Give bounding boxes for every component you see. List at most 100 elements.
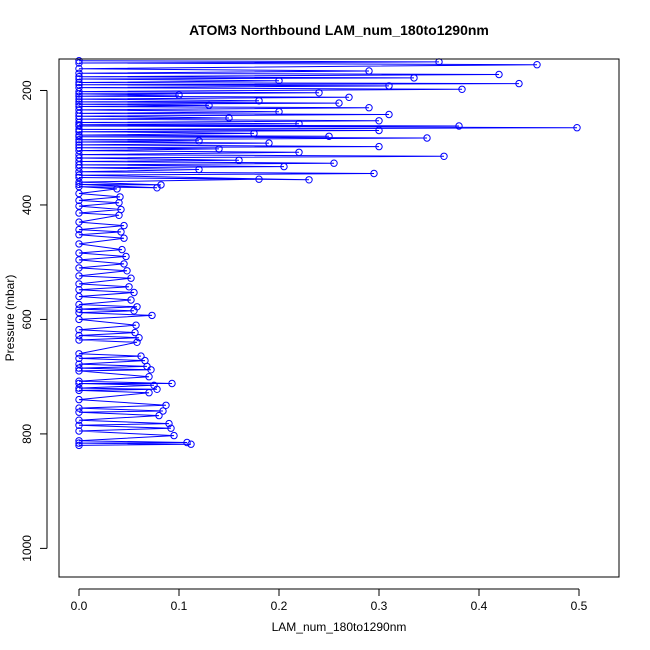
data-point [75,377,83,385]
chart-title: ATOM3 Northbound LAM_num_180to1290nm [189,22,489,38]
data-point [495,70,503,79]
data-point [132,321,140,329]
data-point [75,240,83,248]
y-tick-label: 400 [20,195,34,215]
data-point [235,156,243,165]
data-point [167,424,175,432]
data-point [75,65,83,73]
data-point [75,202,83,210]
data-point [75,150,83,159]
data-point [365,104,373,112]
data-point [125,283,133,291]
y-tick-label: 800 [20,424,34,444]
data-point [280,162,288,171]
data-point [75,83,83,92]
data-point [159,407,167,415]
data-point [75,225,83,234]
data-point [75,98,83,106]
series-line [78,60,578,446]
data-point [75,173,83,182]
data-point [75,264,83,272]
data-point [75,280,83,288]
data-point [133,303,141,311]
data-point [75,300,83,309]
data-point [75,81,83,89]
data-point [123,267,131,275]
data-point [345,93,353,102]
data-point [75,178,83,186]
data-point [75,109,83,118]
y-tick-label: 600 [20,309,34,329]
data-point [150,381,158,389]
data-point [75,168,83,176]
data-point [533,60,541,69]
data-point [75,231,83,239]
data-point [410,74,418,82]
data-point [117,205,125,214]
data-point [305,176,313,184]
data-point [130,288,138,297]
data-point [133,338,141,346]
data-point [170,431,178,440]
data-point [75,331,83,340]
data-point [458,85,466,94]
data-point [440,152,448,161]
data-point [75,336,83,344]
data-point [75,115,83,123]
data-marks [75,57,581,450]
data-point [75,131,83,139]
data-point [375,126,383,135]
data-point [75,121,83,129]
data-point [155,411,163,420]
data-point [315,89,323,97]
data-point [195,137,203,145]
data-point [131,328,139,337]
y-axis-label: Pressure (mbar) [3,275,17,362]
data-point [127,274,135,282]
data-point [75,437,83,445]
data-point [375,117,383,125]
data-point [75,95,83,103]
data-point [148,311,156,320]
x-axis-label: LAM_num_180to1290nm [272,620,407,634]
data-point [75,364,83,372]
data-point [113,185,121,193]
data-point [75,136,83,144]
data-point [255,175,263,183]
data-point [75,182,83,191]
data-point [515,79,523,88]
data-point [162,401,170,409]
data-point [325,132,333,141]
data-point [120,221,128,230]
data-point [75,286,83,294]
data-point [75,141,83,149]
x-tick-label: 0.3 [371,599,388,613]
y-tick-label: 1000 [20,535,34,562]
data-point [187,440,195,448]
data-point [122,252,130,261]
x-tick-label: 0.0 [71,599,88,613]
data-point [573,124,581,132]
data-point [295,120,303,128]
data-point [141,356,149,365]
data-point [75,305,83,313]
data-point [117,228,125,236]
data-point [75,57,83,65]
data-point [75,146,83,155]
data-point [118,245,126,254]
data-point [157,181,165,189]
y-axis: 200 400 600 800 1000 [20,80,48,562]
data-point [75,416,83,424]
data-point [75,441,83,450]
data-point [75,102,83,111]
data-point [255,97,263,105]
data-point [75,326,83,334]
data-point [75,106,83,114]
data-point [75,69,83,78]
data-point [75,404,83,412]
data-point [120,260,128,268]
data-point [135,334,143,342]
data-point [75,100,83,108]
data-point [75,78,83,87]
data-point [145,389,153,397]
